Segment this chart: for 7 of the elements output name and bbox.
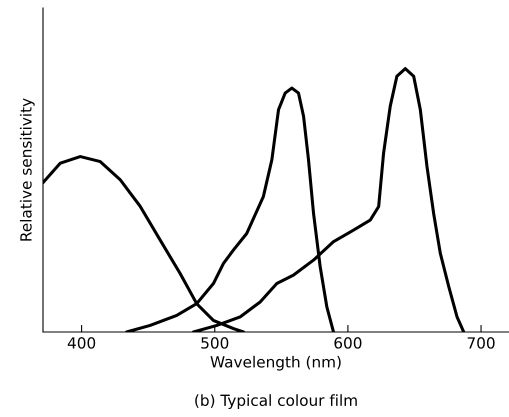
x-tick-label: 500 <box>201 337 228 349</box>
text: (b) Typical colour film <box>195 394 357 409</box>
x-tick-label: 600 <box>334 337 362 349</box>
x-tick-label: 400 <box>68 337 96 349</box>
x-axis-title: Wavelength (nm) <box>210 356 341 371</box>
x-tick-label: 700 <box>468 337 495 349</box>
y-axis-title: Relative sensitivity <box>20 98 35 241</box>
